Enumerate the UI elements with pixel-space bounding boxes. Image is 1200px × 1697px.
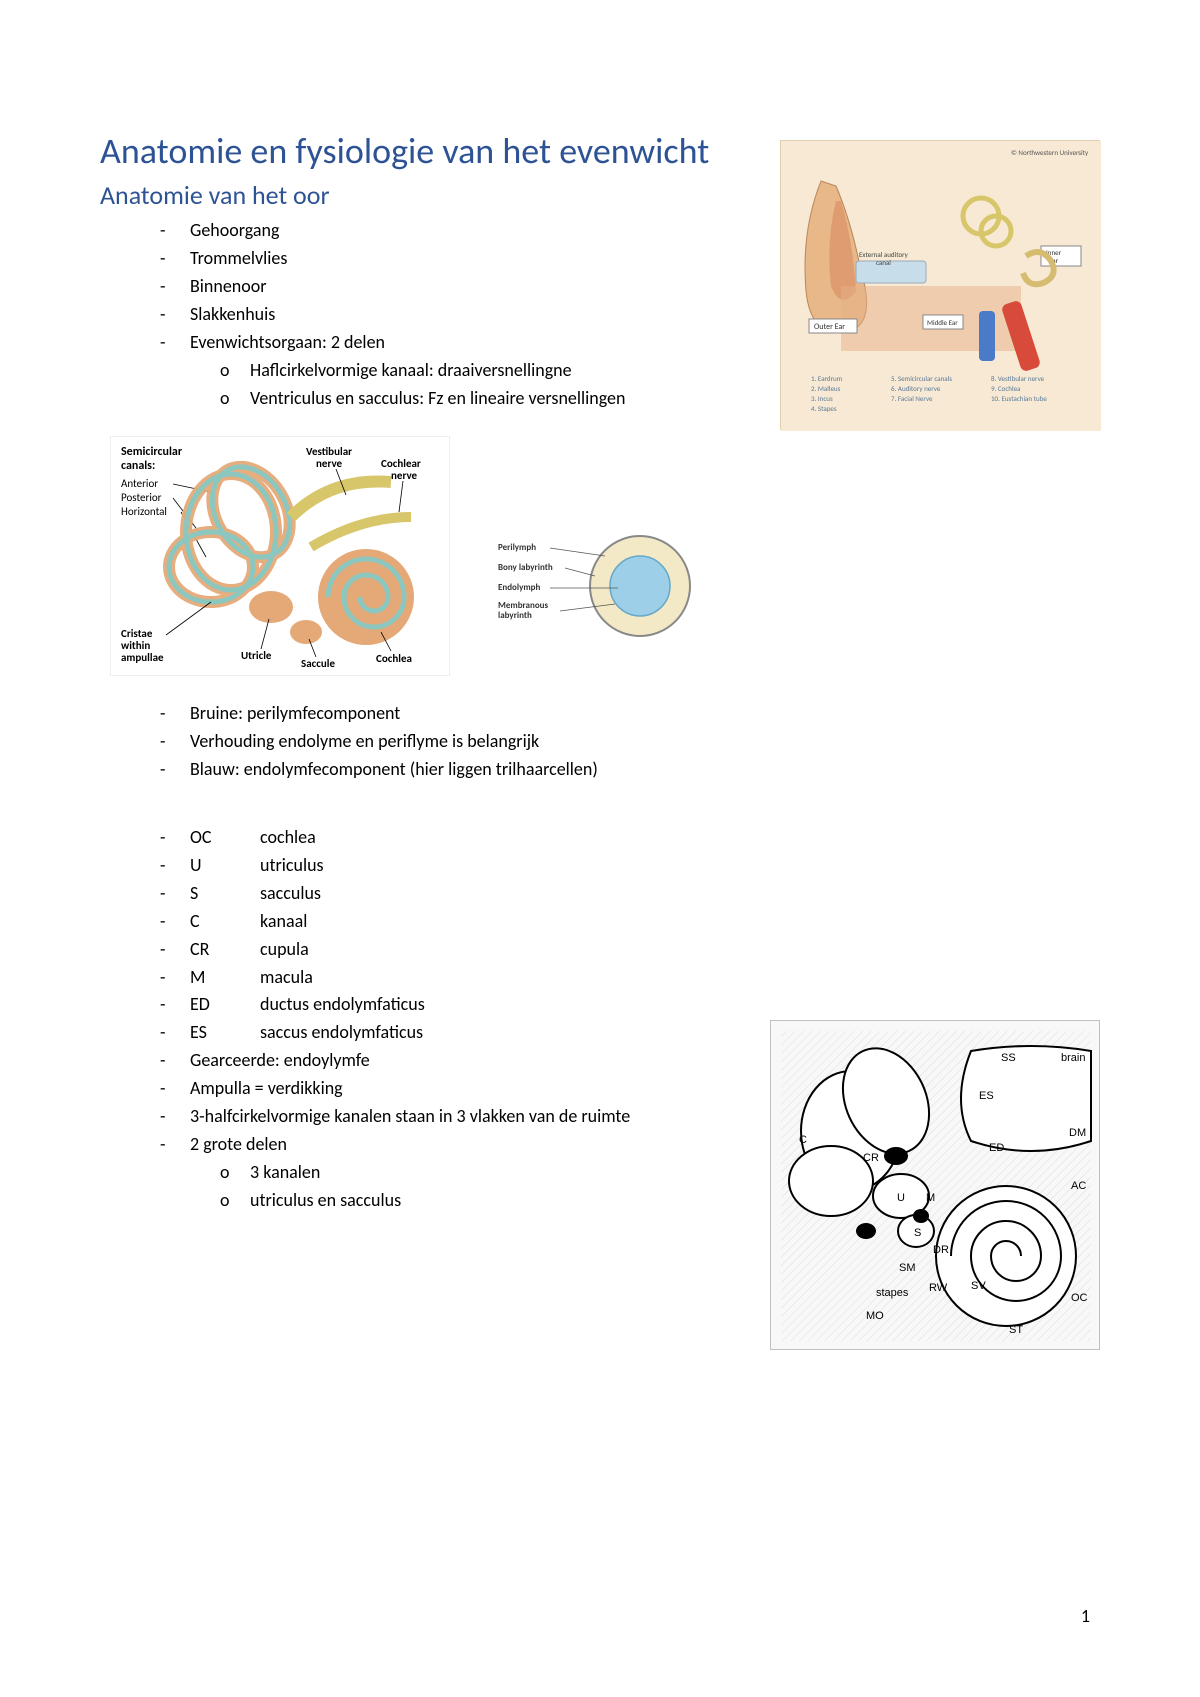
svg-text:3. Incus: 3. Incus — [811, 394, 833, 403]
svg-text:2. Malleus: 2. Malleus — [811, 384, 841, 393]
svg-text:4. Stapes: 4. Stapes — [811, 404, 837, 413]
svg-text:SM: SM — [899, 1262, 916, 1274]
abbrev-row: -EDductus endolymfaticus — [160, 991, 700, 1019]
svg-text:ampullae: ampullae — [121, 651, 164, 664]
svg-text:nerve: nerve — [316, 457, 343, 470]
svg-text:stapes: stapes — [876, 1287, 909, 1299]
inline-figures: Semicircular canals: Anterior Posterior … — [110, 436, 1100, 676]
sub-list-item: o3 kanalen — [220, 1159, 700, 1187]
abbrev-row: -Ckanaal — [160, 908, 700, 936]
list-item: -Gearceerde: endoylymfe — [160, 1047, 700, 1075]
list-item: -Bruine: perilymfecomponent — [160, 700, 1100, 728]
svg-text:Perilymph: Perilymph — [498, 542, 536, 553]
list-item: -Verhouding endolyme en periflyme is bel… — [160, 728, 1100, 756]
svg-text:7. Facial Nerve: 7. Facial Nerve — [891, 394, 933, 403]
svg-text:9. Cochlea: 9. Cochlea — [991, 384, 1020, 393]
svg-text:ST: ST — [1009, 1324, 1023, 1336]
svg-text:Posterior: Posterior — [121, 491, 162, 504]
svg-text:M: M — [926, 1192, 935, 1204]
list-item: -2 grote delen — [160, 1131, 700, 1159]
svg-text:C: C — [799, 1134, 807, 1146]
svg-text:1. Eardrum: 1. Eardrum — [811, 374, 843, 383]
svg-text:DM: DM — [1069, 1127, 1086, 1139]
svg-text:DR: DR — [933, 1244, 949, 1256]
svg-text:MO: MO — [866, 1310, 884, 1322]
svg-text:brain: brain — [1061, 1052, 1085, 1064]
svg-text:5. Semicircular canals: 5. Semicircular canals — [891, 374, 952, 383]
svg-text:Saccule: Saccule — [301, 657, 335, 670]
label-outer-ear: Outer Ear — [814, 322, 845, 332]
svg-text:Horizontal: Horizontal — [121, 505, 167, 518]
abbrev-row: -CRcupula — [160, 936, 700, 964]
figure-credit: © Northwestern University — [1011, 148, 1089, 157]
svg-text:AC: AC — [1071, 1180, 1086, 1192]
svg-text:Semicircular: Semicircular — [121, 445, 183, 459]
lymph-circles-figure: Perilymph Bony labyrinth Endolymph Membr… — [490, 526, 700, 646]
svg-text:10. Eustachian tube: 10. Eustachian tube — [991, 394, 1047, 403]
label-middle-ear: Middle Ear — [927, 318, 958, 327]
svg-text:RW: RW — [929, 1282, 948, 1294]
vestibular-figure: Semicircular canals: Anterior Posterior … — [110, 436, 450, 676]
svg-text:U: U — [897, 1192, 905, 1204]
svg-text:CR: CR — [863, 1152, 879, 1164]
ear-anatomy-figure: © Northwestern University Outer Ear Midd… — [780, 140, 1100, 430]
svg-text:Endolymph: Endolymph — [498, 582, 541, 593]
labyrinth-bw-figure: brain DM AC OC ST SV RW MO stapes SM DR … — [770, 1020, 1100, 1350]
svg-text:Cochlea: Cochlea — [376, 652, 412, 665]
svg-text:SV: SV — [971, 1280, 986, 1292]
page-number: 1 — [1081, 1605, 1090, 1627]
svg-text:Bony labyrinth: Bony labyrinth — [498, 562, 553, 573]
svg-text:nerve: nerve — [391, 469, 418, 482]
svg-text:canal: canal — [876, 258, 891, 267]
abbrev-row: -OCcochlea — [160, 824, 700, 852]
abbreviation-list: -OCcochlea -Uutriculus -Ssacculus -Ckana… — [160, 824, 700, 1214]
svg-text:8. Vestibular nerve: 8. Vestibular nerve — [991, 374, 1045, 383]
abbrev-row: -Mmacula — [160, 964, 700, 992]
svg-text:Anterior: Anterior — [121, 477, 158, 490]
svg-text:S: S — [914, 1227, 921, 1239]
svg-text:6. Auditory nerve: 6. Auditory nerve — [891, 384, 941, 393]
sub-list-item: outriculus en sacculus — [220, 1187, 700, 1215]
svg-text:OC: OC — [1071, 1292, 1088, 1304]
svg-text:ES: ES — [979, 1090, 994, 1102]
svg-text:SS: SS — [1001, 1052, 1016, 1064]
abbrev-row: -Uutriculus — [160, 852, 700, 880]
svg-text:canals:: canals: — [121, 459, 155, 473]
list-item: -Blauw: endolymfecomponent (hier liggen … — [160, 756, 1100, 784]
svg-text:Utricle: Utricle — [241, 649, 272, 662]
list-item: -3-halfcirkelvormige kanalen staan in 3 … — [160, 1103, 700, 1131]
list-item: -Ampulla = verdikking — [160, 1075, 700, 1103]
abbrev-row: -ESsaccus endolymfaticus — [160, 1019, 700, 1047]
svg-text:labyrinth: labyrinth — [498, 610, 532, 621]
abbrev-row: -Ssacculus — [160, 880, 700, 908]
component-list: -Bruine: perilymfecomponent -Verhouding … — [160, 700, 1100, 784]
svg-text:ED: ED — [989, 1142, 1004, 1154]
